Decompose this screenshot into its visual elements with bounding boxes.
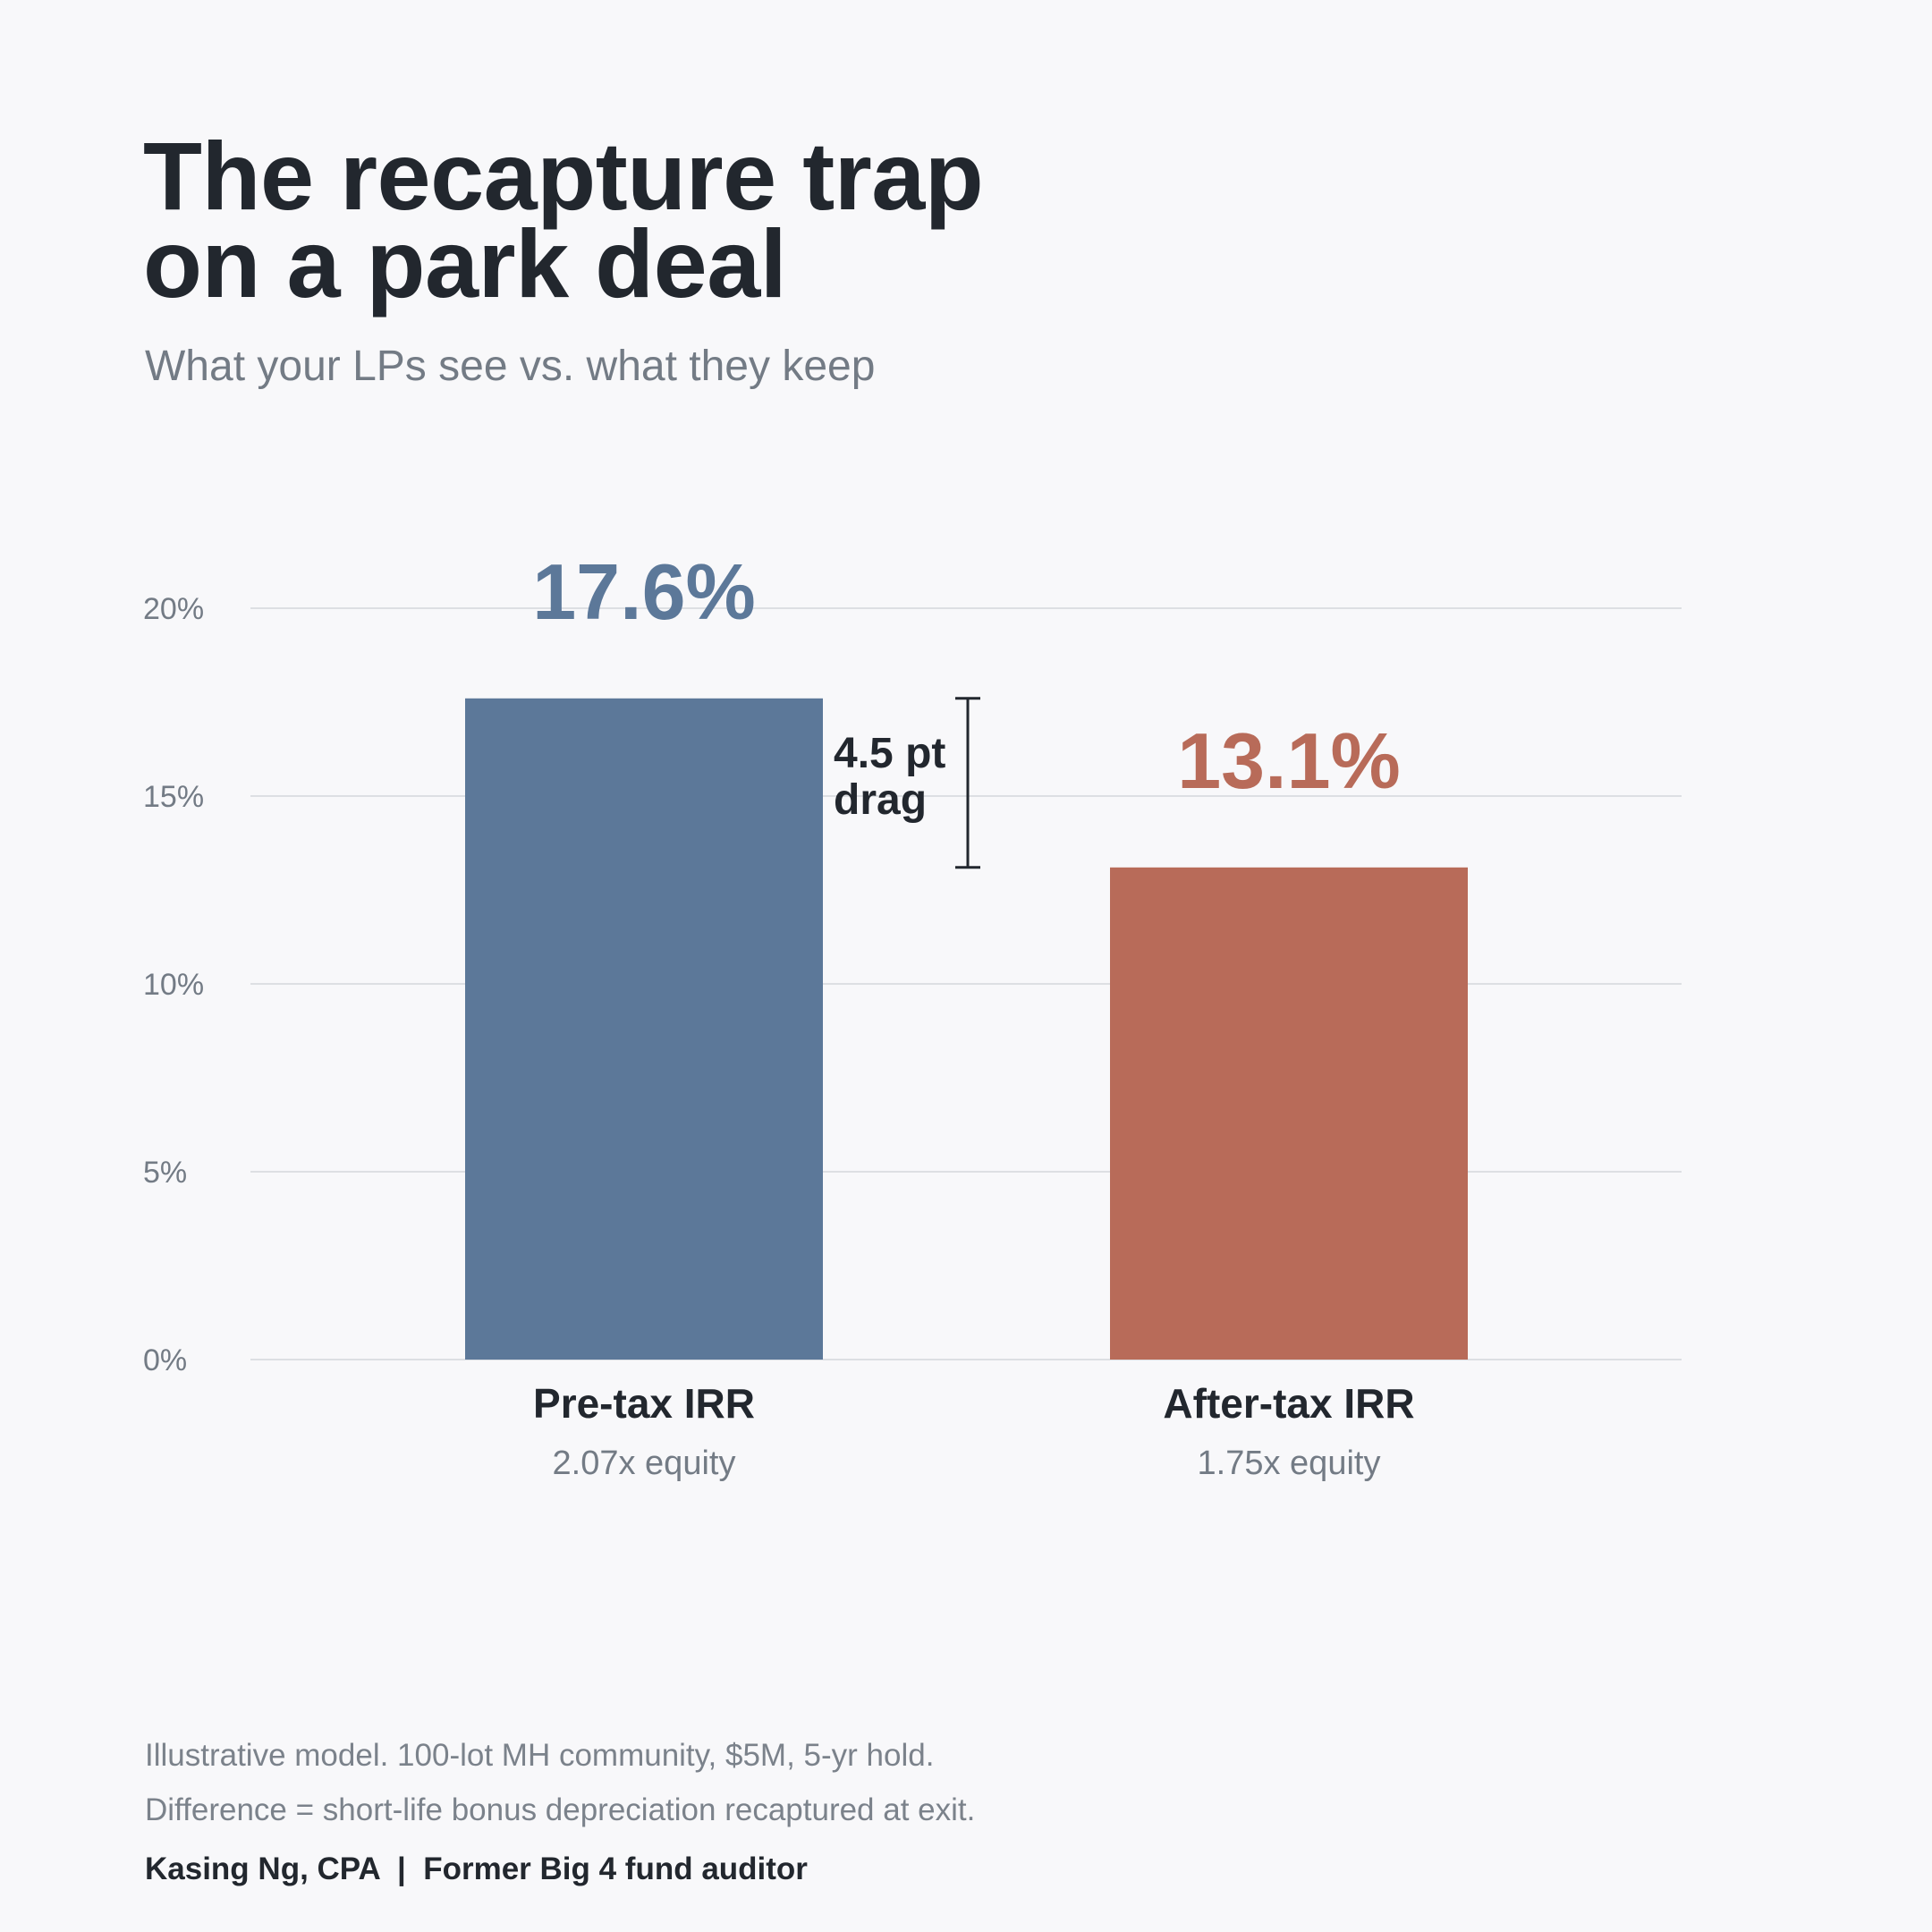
- drag-annotation-line-1: 4.5 pt: [834, 730, 945, 777]
- data-label: 13.1%: [1177, 716, 1401, 805]
- bar: [1110, 867, 1468, 1360]
- title-line-1: The recapture trap: [143, 122, 984, 230]
- y-tick-label: 0%: [143, 1343, 187, 1377]
- chart-subtitle: What your LPs see vs. what they keep: [145, 343, 876, 390]
- y-tick-label: 5%: [143, 1156, 187, 1190]
- author-byline: Kasing Ng, CPA | Former Big 4 fund audit…: [145, 1852, 808, 1886]
- footnote-model: Illustrative model. 100-lot MH community…: [145, 1738, 935, 1773]
- y-tick-label: 20%: [143, 592, 204, 626]
- title-line-2: on a park deal: [143, 209, 787, 318]
- category-label: After-tax IRR: [1163, 1380, 1414, 1427]
- drag-annotation-line-2: drag: [834, 776, 927, 824]
- category-sublabel: 2.07x equity: [553, 1445, 736, 1482]
- data-label: 17.6%: [532, 547, 756, 636]
- category-label: Pre-tax IRR: [533, 1380, 755, 1427]
- y-tick-label: 10%: [143, 968, 204, 1002]
- y-tick-label: 15%: [143, 780, 204, 814]
- footnote-difference: Difference = short-life bonus depreciati…: [145, 1792, 976, 1827]
- bar: [465, 698, 823, 1360]
- chart-title: The recapture trap on a park deal: [143, 122, 984, 318]
- category-sublabel: 1.75x equity: [1198, 1445, 1381, 1482]
